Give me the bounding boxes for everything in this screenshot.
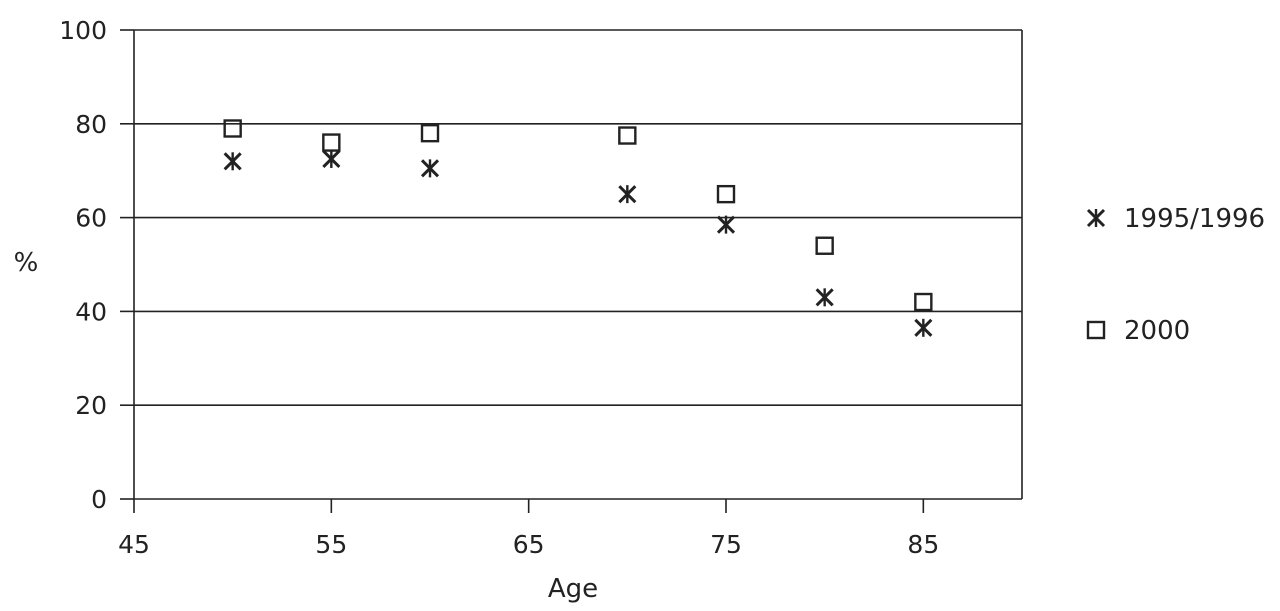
data-point-0 [223, 152, 242, 171]
legend-label: 2000 [1124, 316, 1190, 346]
x-tick-label: 45 [118, 530, 150, 559]
data-point-1 [223, 119, 242, 138]
legend: 1995/1996 2000 [1086, 204, 1265, 346]
y-tick-label: 0 [91, 485, 107, 514]
legend-marker-square [1086, 320, 1106, 340]
x-tick-label: 55 [315, 530, 347, 559]
x-axis-label: Age [548, 574, 598, 604]
data-point-0 [914, 318, 933, 337]
data-point-1 [815, 236, 834, 255]
data-point-0 [618, 185, 637, 204]
data-markers [223, 119, 933, 337]
y-tick-label: 20 [75, 391, 107, 420]
data-point-1 [914, 292, 933, 312]
data-point-1 [716, 184, 736, 204]
data-point-0 [322, 149, 341, 169]
y-tick-label: 40 [75, 297, 107, 326]
x-tick-label: 75 [710, 530, 742, 559]
data-point-1 [618, 126, 637, 145]
grid-lines [134, 29, 1022, 407]
y-axis-label: % [14, 248, 39, 278]
data-point-0 [815, 288, 834, 307]
y-tick-label: 80 [75, 110, 107, 139]
x-tick-label: 65 [513, 530, 545, 559]
legend-marker-asterisk [1086, 208, 1106, 228]
data-point-0 [716, 215, 736, 234]
data-point-1 [420, 123, 440, 143]
y-tick-label: 60 [75, 204, 107, 233]
axes [120, 29, 1023, 513]
y-tick-label: 100 [59, 16, 107, 45]
legend-label: 1995/1996 [1124, 204, 1265, 234]
tick-labels: 0 20 40 60 80 100 45 55 65 75 85 [59, 16, 939, 559]
x-tick-label: 85 [907, 530, 939, 559]
data-point-0 [420, 159, 440, 178]
data-point-1 [322, 133, 341, 152]
